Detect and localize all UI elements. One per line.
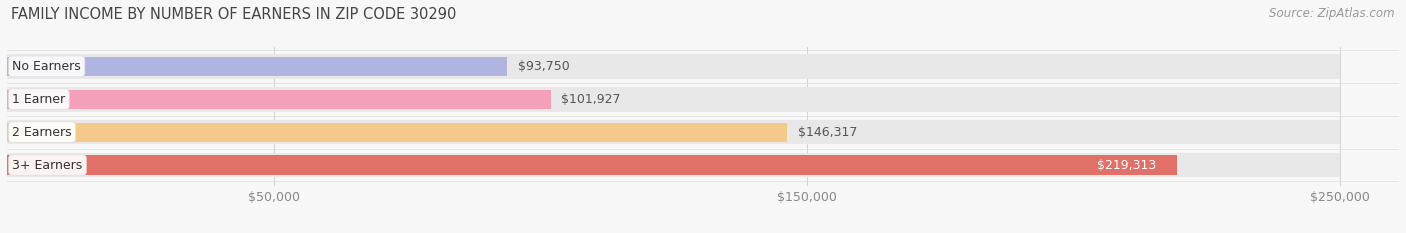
Bar	[7, 54, 1340, 79]
Bar	[7, 90, 551, 109]
Bar	[7, 123, 787, 142]
Bar	[7, 57, 508, 76]
Bar	[7, 120, 1340, 144]
Text: 2 Earners: 2 Earners	[13, 126, 72, 139]
Text: $146,317: $146,317	[799, 126, 858, 139]
Text: $101,927: $101,927	[561, 93, 621, 106]
Bar	[7, 153, 1340, 177]
Text: $93,750: $93,750	[517, 60, 569, 73]
Bar	[7, 87, 1340, 112]
Bar	[7, 155, 1177, 175]
Text: $219,313: $219,313	[1098, 158, 1157, 171]
Text: FAMILY INCOME BY NUMBER OF EARNERS IN ZIP CODE 30290: FAMILY INCOME BY NUMBER OF EARNERS IN ZI…	[11, 7, 457, 22]
Text: No Earners: No Earners	[13, 60, 82, 73]
Text: Source: ZipAtlas.com: Source: ZipAtlas.com	[1270, 7, 1395, 20]
Text: 3+ Earners: 3+ Earners	[13, 158, 83, 171]
Text: 1 Earner: 1 Earner	[13, 93, 66, 106]
